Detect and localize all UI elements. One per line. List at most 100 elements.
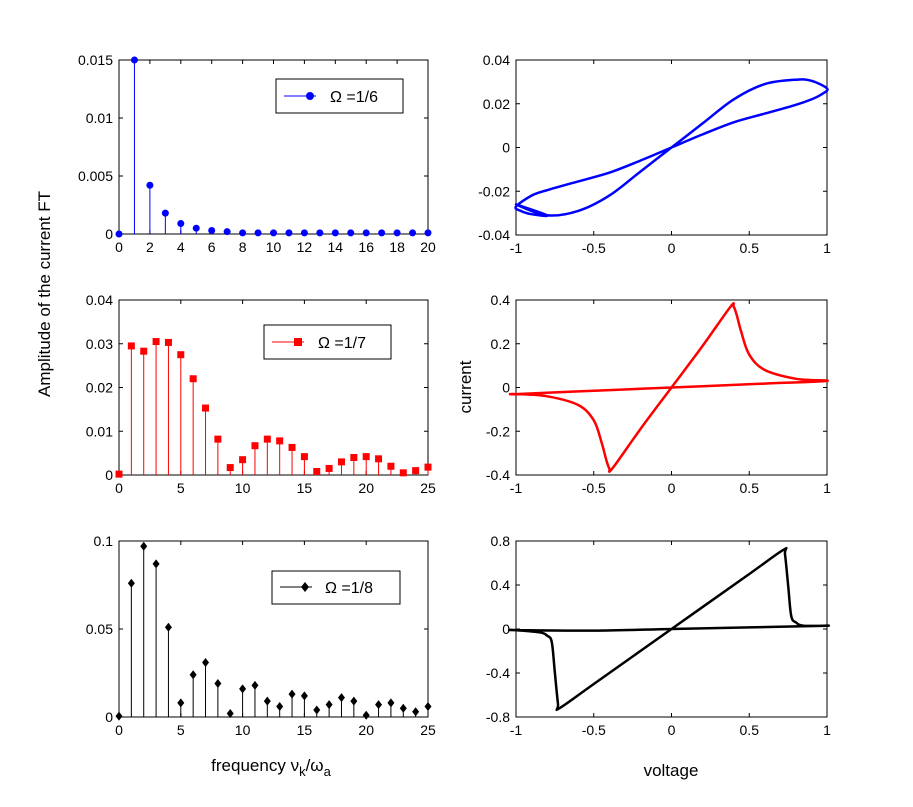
stem-marker-circle	[409, 229, 417, 237]
x-tick-label: 1	[823, 480, 831, 496]
x-tick-label: 6	[208, 239, 216, 255]
stem-marker-square	[140, 347, 148, 355]
x-tick-label: 0.5	[740, 722, 760, 738]
current-axis-label: current	[456, 360, 475, 413]
stem-marker-diamond	[177, 698, 185, 708]
stem-marker-square	[214, 435, 222, 443]
stem-marker-square	[115, 470, 123, 478]
x-tick-label: 0	[115, 480, 123, 496]
stem-marker-diamond	[226, 708, 234, 718]
stem-marker-circle	[347, 229, 355, 237]
y-tick-label: 0.1	[94, 533, 114, 549]
stem-marker-circle	[300, 229, 308, 237]
shared-x-axis-label: frequency νk/ωa	[211, 756, 331, 779]
stem-marker-circle	[192, 224, 200, 232]
x-tick-label: 0	[115, 239, 123, 255]
stem-marker-circle	[378, 229, 386, 237]
y-tick-label: 0	[502, 140, 510, 156]
y-tick-label: 0.01	[86, 110, 113, 126]
y-tick-label: 0	[105, 709, 113, 725]
x-tick-label: 0.5	[740, 240, 760, 256]
x-tick-label: 16	[358, 239, 374, 255]
y-tick-label: 0.04	[86, 292, 113, 308]
x-tick-label: 15	[297, 722, 313, 738]
stem-marker-square	[337, 458, 345, 466]
stem-marker-circle	[177, 220, 185, 228]
y-tick-label: 0.8	[491, 533, 511, 549]
stem-marker-diamond	[214, 679, 222, 689]
stem-marker-circle	[424, 229, 432, 237]
stem-marker-diamond	[140, 541, 148, 551]
y-tick-label: -0.4	[486, 665, 510, 681]
x-tick-label: 14	[328, 239, 344, 255]
stem-marker-square	[313, 468, 321, 475]
stem-marker-square	[399, 469, 407, 477]
voltage-axis-label: voltage	[644, 761, 699, 780]
y-tick-label: 0	[502, 621, 510, 637]
legend-label: Ω =1/7	[318, 335, 366, 352]
x-tick-label: 12	[297, 239, 313, 255]
stem-marker-diamond	[164, 622, 172, 632]
x-tick-label: -1	[510, 480, 523, 496]
stem-marker-square	[263, 435, 271, 443]
y-tick-label: 0.03	[86, 336, 113, 352]
x-tick-label: 0	[668, 480, 676, 496]
x-tick-label: 18	[389, 239, 405, 255]
legend-marker-diamond	[301, 582, 309, 592]
stem-marker-diamond	[239, 684, 247, 694]
x-axis-label-nu-sub: k	[299, 764, 306, 779]
x-tick-label: 8	[239, 239, 247, 255]
x-tick-label: 20	[420, 239, 436, 255]
legend-omega-1-7: Ω =1/7	[263, 324, 392, 360]
stem-marker-square	[239, 456, 247, 464]
shared-y-axis-label: Amplitude of the current FT	[35, 191, 54, 397]
x-axis-label-omega-sub: a	[324, 764, 332, 779]
stem-panel-omega-1-6: 0 2 4 6 8 10 12 14 16 18 20 0 0.005 0.01 0.015	[78, 52, 436, 255]
stem-marker-square	[288, 443, 296, 451]
legend-marker-square	[294, 338, 302, 346]
stem-marker-circle	[316, 229, 324, 237]
y-tick-label: 0	[502, 380, 510, 396]
stem-marker-circle	[146, 181, 154, 189]
stem-marker-circle	[208, 227, 216, 235]
stem-marker-square	[412, 467, 420, 475]
stem-marker-diamond	[189, 670, 197, 680]
stem-marker-circle	[362, 229, 370, 237]
stem-marker-circle	[223, 228, 231, 236]
x-tick-label: 10	[266, 239, 282, 255]
x-axis-label-nu: ν	[291, 756, 300, 775]
x-tick-label: 2	[146, 239, 154, 255]
x-tick-label: -0.5	[582, 722, 606, 738]
y-tick-label: -0.2	[486, 423, 510, 439]
stem-marker-circle	[285, 229, 293, 237]
stem-marker-diamond	[300, 691, 308, 701]
x-tick-label: 0	[668, 722, 676, 738]
x-tick-label: 4	[177, 239, 185, 255]
stem-marker-square	[189, 375, 197, 383]
stem-marker-circle	[239, 229, 247, 237]
x-tick-label: 10	[235, 722, 251, 738]
stem-marker-diamond	[313, 705, 321, 715]
stem-marker-diamond	[362, 710, 370, 720]
stem-marker-square	[276, 437, 284, 445]
iv-loop-curve	[508, 302, 829, 473]
x-axis-label-prefix: frequency	[211, 756, 290, 775]
stem-marker-square	[202, 404, 210, 412]
stem-marker-diamond	[127, 578, 135, 588]
y-tick-label: 0.4	[491, 577, 511, 593]
stem-marker-square	[325, 464, 333, 472]
stem-marker-circle	[331, 229, 339, 237]
stem-marker-diamond	[325, 700, 333, 710]
x-tick-label: -1	[510, 240, 523, 256]
x-tick-label: 15	[297, 480, 313, 496]
stem-marker-square	[424, 463, 432, 471]
stem-marker-diamond	[115, 711, 123, 721]
y-tick-label: 0.005	[78, 168, 113, 184]
x-tick-label: 25	[420, 480, 436, 496]
stem-marker-diamond	[350, 696, 358, 706]
stem-marker-circle	[393, 229, 401, 237]
y-tick-label: -0.02	[478, 183, 510, 199]
stem-marker-square	[251, 442, 259, 450]
y-tick-label: 0.4	[491, 292, 511, 308]
